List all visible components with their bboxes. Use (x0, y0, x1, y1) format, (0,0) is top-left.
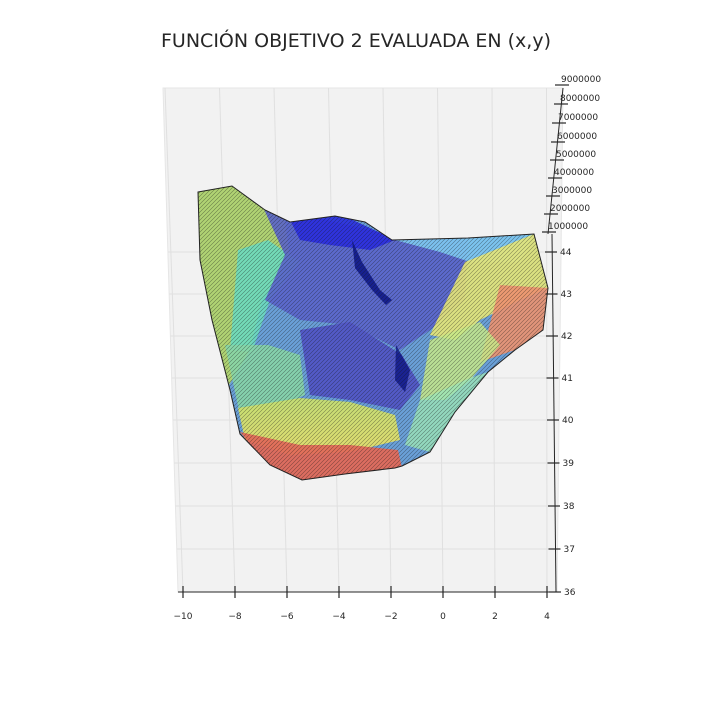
x-tick-label: −8 (228, 612, 242, 622)
y-tick-label: 39 (563, 459, 575, 469)
y-tick-label: 40 (562, 416, 574, 426)
x-tick-label: −2 (384, 612, 397, 622)
grid-line (546, 87, 548, 593)
y-tick-label: 36 (564, 588, 576, 598)
surface-outline (197, 185, 549, 481)
z-tick-label: 9000000 (561, 75, 601, 85)
z-tick-label: 3000000 (552, 186, 592, 196)
y-tick-label: 44 (560, 248, 572, 258)
z-tick-label: 8000000 (560, 94, 600, 104)
y-tick-label: 38 (563, 502, 575, 512)
y-tick-label: 42 (561, 332, 572, 342)
z-tick-label: 1000000 (548, 222, 588, 232)
x-tick-label: 4 (544, 612, 550, 622)
y-tick-label: 43 (561, 290, 572, 300)
chart-title: FUNCIÓN OBJETIVO 2 EVALUADA EN (x,y) (161, 30, 551, 52)
x-tick-label: 2 (492, 612, 498, 622)
z-tick-label: 2000000 (550, 204, 590, 214)
x-tick-label: −10 (174, 612, 193, 622)
y-tick-label: 41 (562, 374, 573, 384)
y-axis-ticks: 36 37 38 39 40 41 42 43 44 (545, 248, 576, 598)
z-tick-label: 7000000 (558, 113, 598, 123)
x-tick-label: −4 (332, 612, 346, 622)
z-tick-label: 5000000 (556, 150, 596, 160)
z-axis-line (547, 87, 564, 235)
x-tick-label: −6 (280, 612, 294, 622)
x-tick-label: 0 (440, 612, 446, 622)
x-axis-ticks: −10 −8 −6 −4 −2 0 2 4 (174, 586, 550, 622)
z-tick-label: 4000000 (554, 168, 594, 178)
z-tick-label: 6000000 (557, 132, 597, 142)
y-tick-label: 37 (564, 545, 575, 555)
z-axis-ticks: 1000000 2000000 3000000 4000000 5000000 60000… (542, 75, 601, 233)
grid-line (164, 87, 184, 593)
